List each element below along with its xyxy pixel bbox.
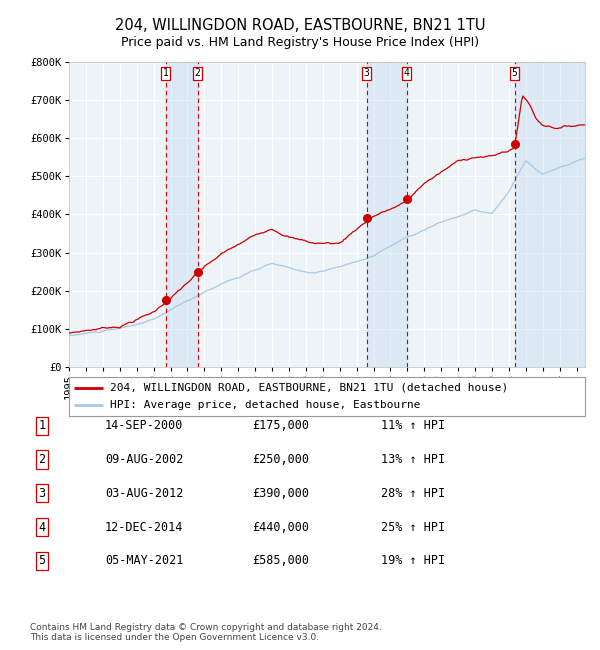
Text: 12-DEC-2014: 12-DEC-2014 [105,521,184,534]
Text: 03-AUG-2012: 03-AUG-2012 [105,487,184,500]
Text: £440,000: £440,000 [252,521,309,534]
Text: Contains HM Land Registry data © Crown copyright and database right 2024.
This d: Contains HM Land Registry data © Crown c… [30,623,382,642]
Text: 4: 4 [38,521,46,534]
Text: £250,000: £250,000 [252,453,309,466]
Text: 5: 5 [38,554,46,567]
Text: 09-AUG-2002: 09-AUG-2002 [105,453,184,466]
Text: 1: 1 [163,68,169,79]
Text: 28% ↑ HPI: 28% ↑ HPI [381,487,445,500]
Bar [166,62,198,367]
Text: 4: 4 [404,68,409,79]
Text: 19% ↑ HPI: 19% ↑ HPI [381,554,445,567]
Text: 05-MAY-2021: 05-MAY-2021 [105,554,184,567]
Text: 13% ↑ HPI: 13% ↑ HPI [381,453,445,466]
Text: £390,000: £390,000 [252,487,309,500]
Text: HPI: Average price, detached house, Eastbourne: HPI: Average price, detached house, East… [110,400,421,410]
Text: 2: 2 [38,453,46,466]
Text: 2: 2 [195,68,200,79]
Text: 11% ↑ HPI: 11% ↑ HPI [381,419,445,432]
Text: £175,000: £175,000 [252,419,309,432]
Text: 204, WILLINGDON ROAD, EASTBOURNE, BN21 1TU: 204, WILLINGDON ROAD, EASTBOURNE, BN21 1… [115,18,485,34]
Text: 25% ↑ HPI: 25% ↑ HPI [381,521,445,534]
Text: Price paid vs. HM Land Registry's House Price Index (HPI): Price paid vs. HM Land Registry's House … [121,36,479,49]
Text: 5: 5 [512,68,518,79]
Text: 3: 3 [364,68,370,79]
Text: 204, WILLINGDON ROAD, EASTBOURNE, BN21 1TU (detached house): 204, WILLINGDON ROAD, EASTBOURNE, BN21 1… [110,383,509,393]
Text: 3: 3 [38,487,46,500]
Text: £585,000: £585,000 [252,554,309,567]
Text: 14-SEP-2000: 14-SEP-2000 [105,419,184,432]
Bar [367,62,407,367]
Bar [515,62,585,367]
Text: 1: 1 [38,419,46,432]
